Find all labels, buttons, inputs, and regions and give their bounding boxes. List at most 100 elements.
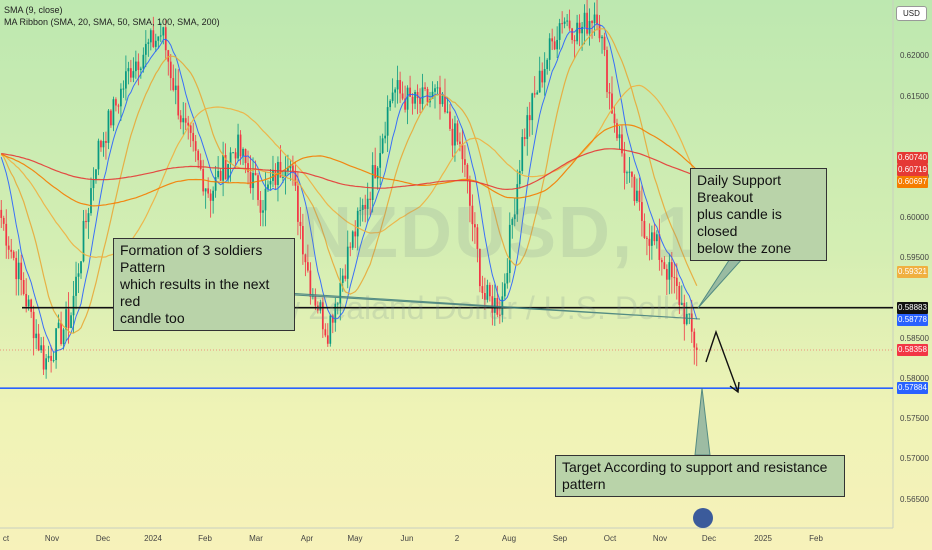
candle-body: [232, 152, 234, 154]
candle-body: [399, 80, 401, 94]
candle-body: [22, 280, 25, 294]
candle-body: [184, 118, 187, 123]
candle-body: [334, 303, 337, 323]
candle-body: [419, 98, 421, 104]
candle-body: [648, 238, 651, 246]
candle-body: [643, 220, 646, 238]
candle-body: [394, 89, 396, 93]
candle-body: [359, 209, 362, 211]
candle-body: [528, 115, 531, 121]
candle-body: [466, 164, 469, 181]
price-tag: 0.59321: [897, 266, 928, 279]
candle-body: [134, 61, 137, 72]
candle-body: [297, 185, 299, 222]
x-tick-label: May: [347, 534, 363, 543]
price-tag: 0.58883: [897, 301, 928, 314]
candle-body: [55, 328, 57, 361]
candle-body: [441, 95, 444, 105]
candle-body: [85, 220, 87, 223]
candle-body: [92, 179, 95, 189]
candle-body: [563, 21, 566, 24]
price-tag: 0.60740: [897, 151, 928, 164]
candle-body: [518, 170, 521, 185]
candle-body: [249, 172, 252, 189]
candle-body: [57, 322, 60, 329]
candle-body: [167, 50, 170, 62]
candle-body: [212, 190, 215, 201]
candle-body: [154, 40, 157, 47]
candle-body: [274, 169, 277, 185]
candle-body: [361, 204, 364, 210]
candle-body: [474, 224, 476, 228]
candle-body: [678, 285, 681, 305]
candle-body: [653, 232, 656, 242]
candle-body: [95, 169, 97, 180]
candle-body: [17, 262, 20, 280]
candle-body: [389, 100, 392, 108]
tradingview-logo-icon[interactable]: [693, 508, 713, 528]
legend-ma-ribbon[interactable]: MA Ribbon (SMA, 20, SMA, 50, SMA, 100, S…: [4, 17, 220, 27]
callout-soldiers[interactable]: Formation of 3 soldiers Pattern which re…: [113, 238, 295, 331]
candle-body: [561, 23, 564, 25]
candle-body: [237, 134, 239, 159]
candle-body: [506, 273, 509, 284]
candle-body: [464, 159, 466, 165]
candle-body: [120, 88, 122, 107]
candle-body: [97, 140, 100, 170]
candle-body: [381, 138, 384, 154]
candle-body: [224, 154, 227, 180]
candle-body: [130, 68, 132, 78]
callout-breakout[interactable]: Daily Support Breakout plus candle is cl…: [690, 168, 827, 261]
candle-body: [75, 276, 77, 296]
candle-body: [655, 234, 658, 242]
candle-body: [586, 12, 588, 34]
candle-body: [411, 96, 414, 104]
candle-body: [174, 85, 177, 91]
currency-badge[interactable]: USD: [896, 6, 927, 21]
candle-body: [169, 61, 172, 79]
candle-body: [414, 92, 416, 104]
candle-body: [660, 259, 663, 263]
candle-body: [583, 12, 586, 27]
x-tick-label: 2025: [754, 534, 772, 543]
candle-body: [214, 177, 217, 191]
candle-body: [404, 98, 406, 110]
candle-body: [623, 153, 626, 173]
candle-body: [421, 87, 424, 104]
candle-body: [189, 125, 192, 133]
candle-body: [376, 167, 379, 179]
candle-body: [122, 88, 125, 90]
candle-body: [7, 245, 10, 250]
callout-target[interactable]: Target According to support and resistan…: [555, 455, 845, 497]
candle-body: [501, 296, 504, 315]
candle-body: [541, 70, 544, 83]
candle-body: [42, 345, 45, 370]
candle-body: [459, 141, 461, 144]
candle-body: [144, 43, 147, 55]
candle-body: [568, 20, 571, 29]
price-tag: 0.57884: [897, 382, 928, 395]
candle-body: [513, 214, 516, 220]
legend-sma9[interactable]: SMA (9, close): [4, 5, 63, 15]
candle-body: [37, 333, 40, 351]
x-tick-label: Mar: [249, 534, 263, 543]
candle-body: [110, 110, 112, 126]
candle-body: [521, 137, 524, 171]
candle-body: [321, 302, 324, 330]
y-tick-label: 0.56500: [900, 494, 929, 504]
grid: [0, 0, 894, 529]
candle-body: [631, 171, 633, 177]
candle-body: [269, 181, 272, 185]
candle-body: [12, 251, 15, 258]
candle-body: [439, 87, 441, 105]
candle-body: [444, 95, 446, 113]
candle-body: [351, 231, 354, 248]
candle-body: [102, 140, 105, 148]
candle-body: [52, 360, 55, 362]
candle-body: [601, 36, 603, 39]
candle-body: [164, 27, 167, 51]
x-tick-label: Dec: [701, 534, 717, 543]
candle-body: [219, 170, 222, 181]
x-tick-label: Dec: [95, 534, 111, 543]
